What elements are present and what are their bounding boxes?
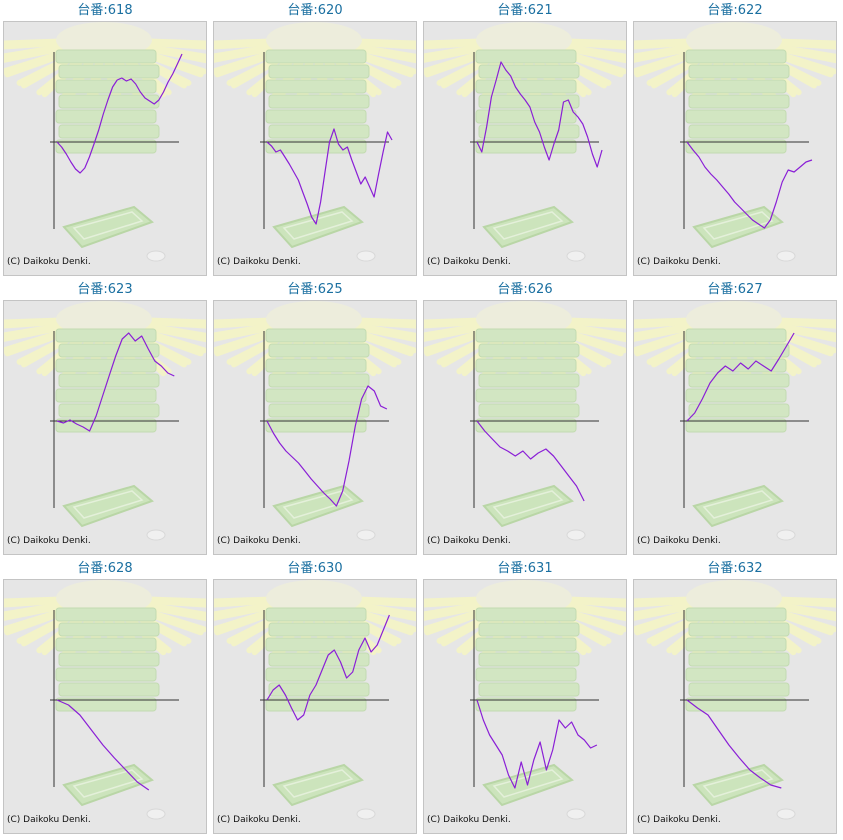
chart-svg <box>424 22 626 262</box>
chart-panel: (C) Daikoku Denki. <box>3 21 207 276</box>
chart-panel: (C) Daikoku Denki. <box>633 579 837 834</box>
copyright-text: (C) Daikoku Denki. <box>217 815 301 825</box>
machine-watermark <box>424 580 626 820</box>
machine-chart: 台番:628 (C) Daikoku Denki. <box>0 558 210 837</box>
payout-series-line <box>476 699 598 789</box>
copyright-text: (C) Daikoku Denki. <box>7 536 91 546</box>
copyright-text: (C) Daikoku Denki. <box>217 257 301 267</box>
chart-title[interactable]: 台番:620 <box>287 3 343 18</box>
chart-svg <box>634 22 836 262</box>
chart-svg <box>214 22 416 262</box>
chart-panel: (C) Daikoku Denki. <box>213 579 417 834</box>
machine-watermark <box>4 301 206 541</box>
machine-watermark <box>634 301 836 541</box>
chart-title[interactable]: 台番:627 <box>707 282 763 297</box>
copyright-text: (C) Daikoku Denki. <box>637 815 721 825</box>
copyright-text: (C) Daikoku Denki. <box>7 257 91 267</box>
chart-title[interactable]: 台番:623 <box>77 282 133 297</box>
machine-chart: 台番:621 (C) Daikoku Denki. <box>420 0 630 279</box>
chart-panel: (C) Daikoku Denki. <box>423 579 627 834</box>
chart-svg <box>634 580 836 820</box>
machine-watermark <box>214 580 416 820</box>
chart-svg <box>634 301 836 541</box>
chart-title[interactable]: 台番:626 <box>497 282 553 297</box>
chart-svg <box>214 580 416 820</box>
chart-panel: (C) Daikoku Denki. <box>633 21 837 276</box>
machine-chart: 台番:630 (C) Daikoku Denki. <box>210 558 420 837</box>
payout-series-line <box>56 53 183 174</box>
chart-title[interactable]: 台番:625 <box>287 282 343 297</box>
machine-chart: 台番:623 (C) Daikoku Denki. <box>0 279 210 558</box>
copyright-text: (C) Daikoku Denki. <box>427 257 511 267</box>
machine-watermark <box>214 301 416 541</box>
chart-title[interactable]: 台番:628 <box>77 561 133 576</box>
copyright-text: (C) Daikoku Denki. <box>427 536 511 546</box>
chart-panel: (C) Daikoku Denki. <box>3 579 207 834</box>
chart-panel: (C) Daikoku Denki. <box>423 21 627 276</box>
payout-series-line <box>266 614 390 721</box>
copyright-text: (C) Daikoku Denki. <box>637 536 721 546</box>
chart-svg <box>214 301 416 541</box>
chart-svg <box>4 22 206 262</box>
chart-panel: (C) Daikoku Denki. <box>213 300 417 555</box>
chart-svg <box>424 301 626 541</box>
chart-title[interactable]: 台番:618 <box>77 3 133 18</box>
machine-watermark <box>634 580 836 820</box>
payout-series-line <box>56 699 150 791</box>
chart-svg <box>4 580 206 820</box>
chart-title[interactable]: 台番:632 <box>707 561 763 576</box>
chart-title[interactable]: 台番:621 <box>497 3 553 18</box>
chart-panel: (C) Daikoku Denki. <box>3 300 207 555</box>
copyright-text: (C) Daikoku Denki. <box>637 257 721 267</box>
payout-series-line <box>686 141 813 229</box>
machine-watermark <box>4 22 206 262</box>
payout-series-line <box>266 385 388 507</box>
machine-watermark <box>424 22 626 262</box>
machine-watermark <box>4 580 206 820</box>
chart-title[interactable]: 台番:631 <box>497 561 553 576</box>
payout-series-line <box>686 699 782 789</box>
chart-panel: (C) Daikoku Denki. <box>633 300 837 555</box>
machine-chart: 台番:620 (C) Daikoku Denki. <box>210 0 420 279</box>
machine-chart: 台番:626 (C) Daikoku Denki. <box>420 279 630 558</box>
payout-series-line <box>266 128 393 225</box>
machine-watermark <box>424 301 626 541</box>
chart-title[interactable]: 台番:622 <box>707 3 763 18</box>
copyright-text: (C) Daikoku Denki. <box>427 815 511 825</box>
payout-series-line <box>56 332 175 432</box>
machine-chart: 台番:627 (C) Daikoku Denki. <box>630 279 840 558</box>
machine-chart: 台番:631 (C) Daikoku Denki. <box>420 558 630 837</box>
machine-chart: 台番:618 (C) Daikoku Denki. <box>0 0 210 279</box>
payout-series-line <box>476 420 585 502</box>
payout-series-line <box>476 61 603 168</box>
machine-watermark <box>214 22 416 262</box>
machine-chart: 台番:622 (C) Daikoku Denki. <box>630 0 840 279</box>
chart-panel: (C) Daikoku Denki. <box>213 21 417 276</box>
machine-chart: 台番:625 (C) Daikoku Denki. <box>210 279 420 558</box>
payout-series-line <box>686 332 795 422</box>
machine-chart: 台番:632 (C) Daikoku Denki. <box>630 558 840 837</box>
chart-title[interactable]: 台番:630 <box>287 561 343 576</box>
copyright-text: (C) Daikoku Denki. <box>217 536 301 546</box>
machine-watermark <box>634 22 836 262</box>
copyright-text: (C) Daikoku Denki. <box>7 815 91 825</box>
chart-svg <box>424 580 626 820</box>
chart-svg <box>4 301 206 541</box>
chart-panel: (C) Daikoku Denki. <box>423 300 627 555</box>
